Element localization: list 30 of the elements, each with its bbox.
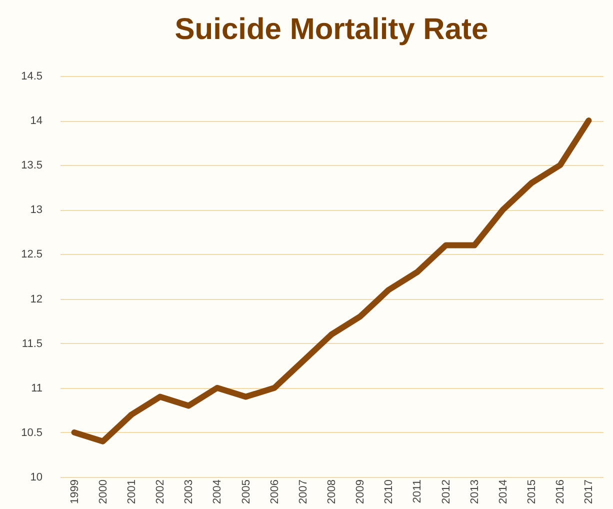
x-tick-label: 2005: [240, 480, 252, 504]
y-tick-label: 11: [31, 382, 42, 394]
x-tick-label: 2015: [526, 480, 538, 504]
x-tick-label: 1999: [68, 480, 81, 504]
y-tick-label: 10.5: [21, 426, 42, 439]
x-tick-label: 2002: [154, 480, 167, 504]
x-tick-label: 2003: [183, 480, 196, 504]
x-tick-label: 2011: [412, 480, 424, 504]
x-tick-label: 2009: [354, 480, 367, 504]
x-tick-label: 2000: [97, 480, 110, 504]
y-tick-label: 12: [30, 293, 42, 306]
x-tick-label: 2001: [126, 480, 138, 504]
x-tick-label: 2010: [383, 480, 396, 504]
x-tick-label: 2017: [583, 480, 596, 504]
y-tick-label: 14: [30, 115, 42, 128]
y-tick-label: 13: [30, 204, 42, 216]
y-tick-label: 12.5: [21, 248, 42, 261]
x-tick-label: 2006: [268, 480, 281, 504]
x-tick-label: 2008: [326, 480, 338, 504]
x-tick-label: 2004: [212, 480, 224, 504]
x-tick-label: 2007: [297, 480, 310, 504]
x-tick-label: 2012: [440, 480, 452, 504]
x-tick-label: 2014: [497, 480, 510, 504]
x-tick-label: 2013: [468, 480, 481, 504]
y-tick-label: 13.5: [21, 160, 42, 172]
y-tick-label: 14.5: [21, 70, 42, 82]
x-tick-label: 2016: [554, 480, 567, 504]
y-tick-label: 10: [30, 472, 42, 484]
chart-title: Suicide Mortality Rate: [174, 13, 488, 46]
y-tick-label: 11.5: [22, 338, 42, 350]
